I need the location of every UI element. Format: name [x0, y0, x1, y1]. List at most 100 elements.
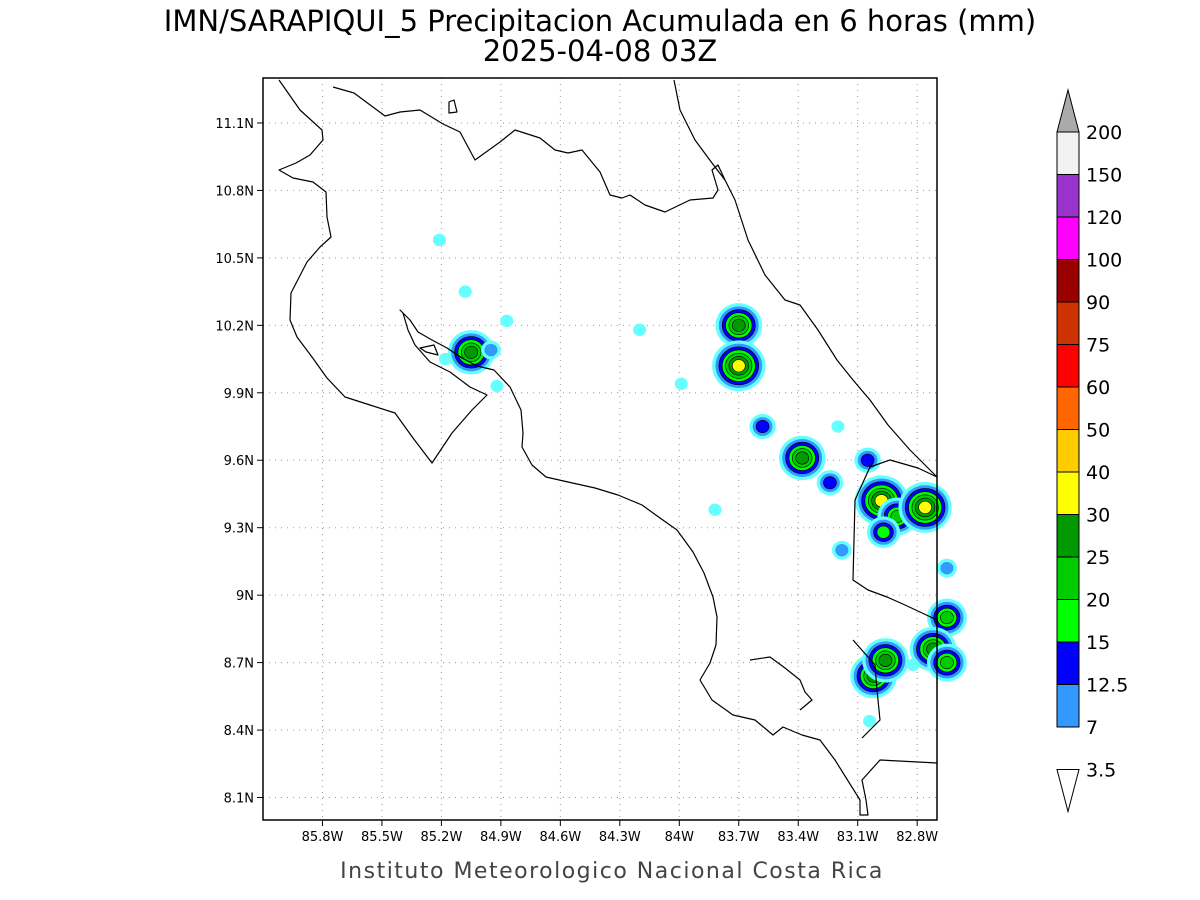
map-gridlines: [263, 78, 937, 820]
lat-tick-label: 8.7N: [224, 657, 254, 672]
precip-contour-3-5: [863, 714, 877, 728]
precip-contour-30: [918, 500, 932, 514]
lon-tick-label: 85.5W: [361, 830, 403, 845]
lon-tick-label: 84.6W: [539, 830, 581, 845]
northern-border: [332, 86, 726, 213]
nicoya-gulf-island: [419, 344, 439, 356]
colorbar-label: 12.5: [1086, 675, 1128, 697]
pacific-coastline: [278, 79, 938, 816]
lake-nicaragua-islet: [448, 99, 458, 114]
precip-contour-3-5: [633, 323, 647, 337]
osa-peninsula-coast: [749, 656, 813, 711]
colorbar-label: 120: [1086, 207, 1122, 229]
colorbar: 3.5 7 12.5 15 20 25 30 40 50 60 75 90 100 120 150 200: [1056, 88, 1128, 814]
colorbar-swatch: [1056, 216, 1080, 260]
lon-tick-label: 83.1W: [837, 830, 879, 845]
precip-contour-7: [835, 543, 849, 557]
precip-contour-25: [878, 653, 893, 667]
lon-tick-label: 85.8W: [302, 830, 344, 845]
precip-contour-3-5: [906, 658, 920, 672]
precip-cell: [633, 323, 647, 337]
colorbar-lower-triangle: [1056, 769, 1080, 814]
colorbar-label: 25: [1086, 547, 1110, 569]
precip-contour-20: [940, 611, 954, 625]
colorbar-label: 7: [1086, 717, 1098, 739]
precip-cell: [778, 435, 826, 481]
lat-tick-label: 10.5N: [215, 252, 254, 267]
precip-cell: [674, 377, 688, 390]
lat-tick-label: 9.3N: [224, 522, 254, 537]
lat-tick-label: 10.8N: [215, 184, 254, 199]
precip-contour-3-5: [708, 503, 722, 516]
lat-tick-label: 9.6N: [224, 454, 254, 469]
precip-contour-3-5: [500, 314, 514, 328]
colorbar-label: 60: [1086, 377, 1110, 399]
colorbar-label: 50: [1086, 420, 1110, 442]
precip-contour-25: [795, 451, 810, 465]
lon-tick-label: 83.4W: [777, 830, 819, 845]
colorbar-label: 30: [1086, 505, 1110, 527]
precip-cell: [438, 352, 452, 366]
precip-contour-3-5: [831, 420, 845, 433]
footer-credit: Instituto Meteorologico Nacional Costa R…: [340, 859, 884, 884]
precip-cell: [712, 340, 766, 392]
colorbar-swatch: [1056, 131, 1080, 175]
lon-tick-label: 84.9W: [480, 830, 522, 845]
precip-contour-15: [876, 525, 891, 539]
colorbar-label: 15: [1086, 632, 1110, 654]
colorbar-label: 150: [1086, 165, 1122, 187]
precip-contour-3-5: [438, 352, 452, 366]
precip-contour-7: [484, 343, 498, 357]
precip-cell: [708, 503, 722, 516]
colorbar-label: 75: [1086, 335, 1110, 357]
colorbar-swatch: [1056, 174, 1080, 218]
colorbar-label: 100: [1086, 250, 1122, 272]
coastline-and-borders: [278, 79, 938, 816]
map-frame-background: [263, 78, 937, 820]
precip-contour-12-5: [823, 476, 837, 490]
colorbar-label: 90: [1086, 292, 1110, 314]
colorbar-label: 200: [1086, 122, 1122, 144]
colorbar-swatch: [1056, 259, 1080, 303]
precip-contour-12-5: [755, 420, 770, 434]
colorbar-label: 20: [1086, 590, 1110, 612]
caribbean-coastline: [673, 79, 938, 478]
colorbar-swatch: [1056, 429, 1080, 473]
precip-cell: [863, 714, 877, 728]
lat-tick-label: 9N: [236, 589, 254, 604]
map-axes: 85.8W 85.5W 85.2W 84.9W 84.6W 84.3W 84W 83.7W 83…: [215, 117, 938, 845]
precip-cell: [898, 482, 952, 533]
lat-tick-label: 11.1N: [215, 117, 254, 132]
precip-cell: [447, 330, 495, 375]
precip-cell: [862, 638, 909, 683]
map-title-line1: IMN/SARAPIQUI_5 Precipitacion Acumulada …: [164, 4, 1036, 38]
lon-tick-label: 84W: [665, 830, 695, 845]
precip-contour-25: [464, 345, 478, 359]
precip-contour-20: [940, 656, 954, 670]
precip-cell: [715, 303, 763, 348]
lat-tick-label: 9.9N: [224, 387, 254, 402]
precip-contour-3-5: [490, 379, 504, 393]
colorbar-swatch: [1056, 556, 1080, 600]
precip-cell: [458, 285, 472, 298]
lat-tick-label: 8.4N: [224, 724, 254, 739]
precip-cell: [926, 643, 967, 682]
lon-tick-label: 83.7W: [718, 830, 760, 845]
precip-contour-12-5: [860, 453, 875, 467]
precip-contour-25: [731, 318, 746, 332]
lat-tick-label: 8.1N: [224, 792, 254, 807]
precip-contour-3-5: [432, 233, 446, 247]
colorbar-swatch: [1056, 301, 1080, 345]
precip-cell: [749, 413, 776, 440]
colorbar-swatch: [1056, 471, 1080, 515]
precip-cell: [831, 540, 852, 560]
lon-tick-label: 82.8W: [896, 830, 938, 845]
lon-tick-label: 84.3W: [599, 830, 641, 845]
precip-cell: [906, 658, 920, 672]
colorbar-swatch: [1056, 386, 1080, 430]
colorbar-label: 3.5: [1086, 760, 1116, 782]
panama-border: [852, 459, 938, 621]
map-title-line2: 2025-04-08 03Z: [483, 34, 718, 68]
precip-cell: [432, 233, 446, 247]
southern-border: [852, 639, 881, 739]
